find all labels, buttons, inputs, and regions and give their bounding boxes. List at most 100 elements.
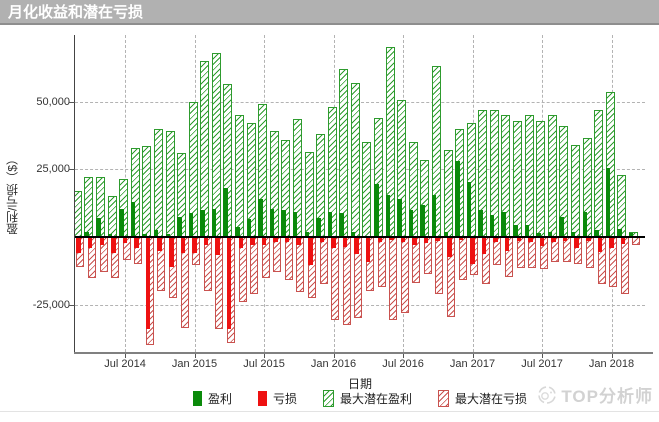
profit-bar [258, 198, 263, 237]
profit-bar [235, 226, 240, 237]
profit-bar [96, 218, 101, 237]
profit-bar [200, 209, 205, 237]
max-loss-bar [203, 237, 212, 292]
profit-bar [536, 233, 541, 237]
profit-bar [570, 231, 576, 237]
max-profit-bar [362, 142, 372, 237]
profit-bar [327, 211, 333, 237]
x-tick-mark [472, 354, 474, 358]
profit-bar [489, 215, 495, 237]
profit-bar [605, 168, 611, 237]
x-tick-label: Jan 2015 [171, 358, 218, 370]
x-tick-label: Jul 2016 [382, 358, 424, 370]
legend-swatch-max-loss [438, 389, 450, 407]
profit-bar [292, 211, 298, 237]
legend-item-max-profit: 最大潜在盈利 [323, 389, 413, 407]
x-tick-mark [194, 354, 196, 358]
loss-bar [539, 237, 545, 247]
loss-bar [180, 237, 186, 254]
x-tick-mark [611, 354, 613, 358]
legend-label-profit: 盈利 [207, 391, 232, 406]
legend: 盈利 亏损 最大潜在盈利 最大潜在亏损 [75, 389, 645, 407]
loss-bar [377, 237, 383, 243]
loss-bar [134, 237, 139, 248]
loss-bar [458, 237, 464, 240]
loss-bar [447, 237, 452, 257]
max-profit-bar [617, 175, 627, 237]
max-profit-bar [594, 110, 604, 237]
x-tick-label: Jul 2017 [521, 358, 563, 370]
profit-bar [165, 234, 171, 237]
max-profit-bar [235, 115, 245, 237]
profit-bar [153, 230, 159, 237]
legend-label-max-loss: 最大潜在亏损 [455, 391, 528, 406]
max-loss-bar [400, 237, 409, 314]
profit-bar [223, 188, 228, 237]
loss-bar [389, 237, 394, 240]
x-tick-mark [125, 354, 127, 358]
profit-bar [177, 216, 182, 237]
loss-bar [192, 237, 197, 254]
loss-bar [215, 237, 220, 256]
legend-swatch-max-profit [323, 389, 334, 407]
profit-bar [628, 232, 634, 237]
profit-bar [594, 230, 599, 237]
gridline-horizontal [75, 169, 645, 171]
profit-bar [281, 209, 286, 237]
profit-bar [246, 218, 252, 237]
profit-bar [211, 208, 217, 237]
max-profit-bar [443, 150, 453, 237]
loss-bar [423, 237, 429, 244]
loss-bar [261, 237, 267, 246]
loss-bar [308, 237, 313, 266]
profit-bar [269, 208, 275, 237]
profit-bar [130, 201, 136, 237]
legend-label-max-profit: 最大潜在盈利 [340, 391, 413, 406]
max-loss-bar [296, 237, 305, 292]
max-profit-bar [350, 82, 360, 237]
max-profit-bar [304, 151, 314, 237]
legend-item-loss: 亏损 [257, 390, 297, 407]
max-loss-bar [620, 237, 629, 294]
loss-bar [169, 237, 174, 267]
max-profit-bar [84, 177, 94, 237]
y-axis-line [74, 35, 75, 352]
plot-area [75, 35, 645, 352]
loss-bar [284, 237, 290, 243]
profit-bar [478, 210, 483, 237]
x-tick-label: Jan 2017 [449, 358, 496, 370]
x-tick-label: Jan 2018 [588, 358, 635, 370]
watermark-text: TOP分析师 [561, 387, 653, 406]
profit-bar [385, 195, 391, 237]
loss-bar [319, 237, 325, 243]
title-bar: 月化收益和潜在亏损 [0, 0, 659, 25]
loss-bar [250, 237, 255, 246]
loss-bar [586, 237, 591, 242]
sketch-circle-icon [538, 385, 557, 404]
profit-bar [107, 234, 113, 237]
profit-bar [339, 212, 344, 237]
page-title: 月化收益和潜在亏损 [8, 4, 144, 21]
max-profit-bar [536, 120, 546, 237]
profit-bar [408, 209, 414, 237]
max-loss-bar [389, 237, 398, 321]
loss-bar [331, 237, 336, 249]
profit-bar [559, 216, 564, 237]
max-loss-bar [516, 237, 525, 269]
legend-swatch-profit [192, 390, 202, 406]
loss-bar [76, 237, 81, 254]
gridline-horizontal [75, 101, 645, 103]
loss-bar [111, 237, 116, 254]
max-loss-bar [250, 237, 259, 294]
loss-bar [528, 237, 533, 243]
loss-bar [273, 237, 278, 243]
loss-bar [238, 237, 244, 249]
x-axis-label: 日期 [347, 377, 372, 391]
profit-bar [397, 198, 402, 237]
profit-bar [420, 205, 425, 237]
max-profit-bar [142, 146, 152, 237]
max-profit-bar [75, 190, 82, 237]
max-loss-bar [458, 237, 467, 281]
x-tick-mark [333, 354, 335, 358]
profit-bar [582, 211, 588, 237]
